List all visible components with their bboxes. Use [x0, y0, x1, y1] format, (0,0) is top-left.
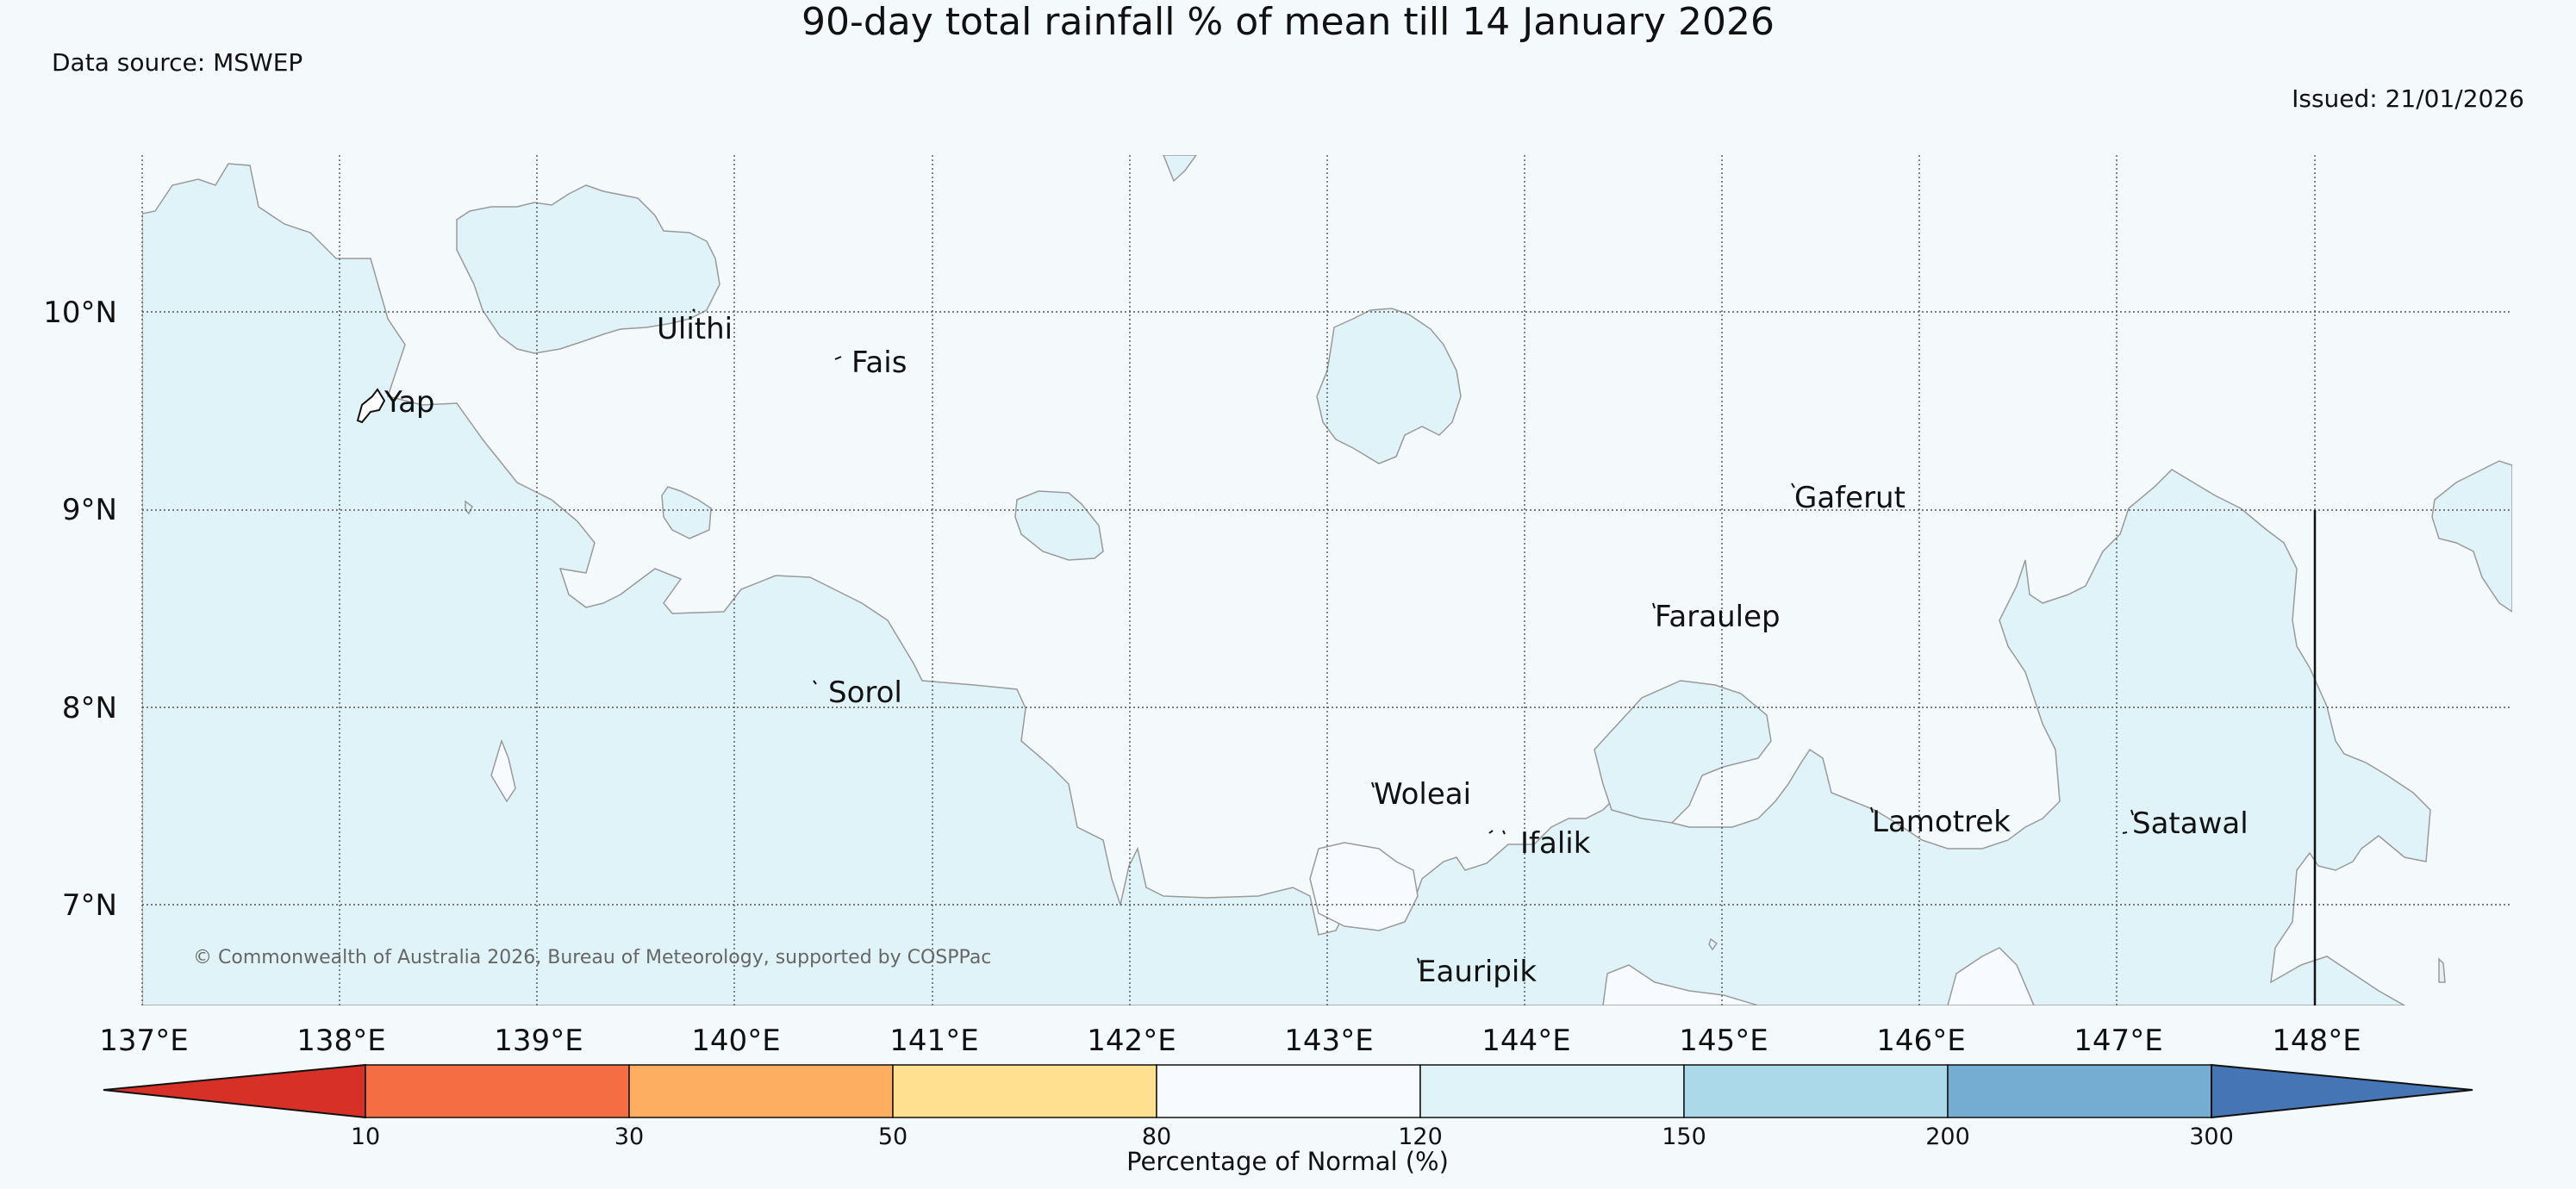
issued-date: Issued: 21/01/2026 [2292, 84, 2524, 113]
colorbar-segment-below-10 [103, 1063, 366, 1119]
island-ifalik: Ifalik [1488, 826, 1591, 861]
island-faraulep: Faraulep [1652, 600, 1781, 634]
colorbar-tick-80: 80 [1142, 1124, 1171, 1150]
colorbar-segment-80-120 [1156, 1064, 1421, 1118]
colorbar-tick-10: 10 [351, 1124, 380, 1150]
island-lamotrek: Lamotrek [1870, 805, 2011, 839]
island-label-gaferut: Gaferut [1794, 481, 1905, 515]
lon-label-140e: 140°E [691, 1024, 780, 1058]
lat-label-8n: 8°N [62, 691, 117, 725]
lon-label-143e: 143°E [1284, 1024, 1373, 1058]
colorbar-segment-120-150 [1419, 1064, 1685, 1118]
lon-label-144e: 144°E [1481, 1024, 1570, 1058]
above-normal-patch-5 [2431, 460, 2512, 613]
island-gaferut: Gaferut [1791, 481, 1905, 515]
data-source: Data source: MSWEP [52, 48, 303, 77]
colorbar-segment-150-200 [1683, 1064, 1949, 1118]
lon-label-141e: 141°E [889, 1024, 978, 1058]
colorbar: 10 30 50 80 120 150 200 300 Percentage o… [103, 1063, 2473, 1176]
above-normal-patch-4 [1163, 155, 1197, 183]
normal-hole-southeast [1602, 964, 1759, 1005]
lat-label-7n: 7°N [62, 888, 117, 923]
island-sorol: Sorol [813, 675, 902, 710]
island-label-woleai: Woleai [1374, 777, 1471, 812]
island-label-satawal: Satawal [2132, 806, 2249, 841]
colorbar-segment-50-80 [892, 1064, 1157, 1118]
colorbar-tick-50: 50 [878, 1124, 908, 1150]
island-satawal: Satawal [2122, 806, 2249, 841]
island-fais: Fais [834, 345, 907, 380]
colorbar-tick-120: 120 [1398, 1124, 1443, 1150]
colorbar-title: Percentage of Normal (%) [1126, 1147, 1449, 1176]
above-normal-patch-8 [1708, 937, 1718, 951]
colorbar-segment-30-50 [628, 1064, 894, 1118]
island-label-ifalik: Ifalik [1520, 826, 1591, 861]
colorbar-tick-30: 30 [614, 1124, 644, 1150]
colorbar-segment-10-30 [365, 1064, 630, 1118]
island-ulithi: Ulithi [657, 308, 733, 346]
colorbar-segment-200-300 [1947, 1064, 2212, 1118]
lon-label-142e: 142°E [1087, 1024, 1176, 1058]
lon-label-146e: 146°E [1876, 1024, 1965, 1058]
normal-hole-small-west [490, 738, 516, 803]
colorbar-tick-150: 150 [1662, 1124, 1706, 1150]
island-label-sorol: Sorol [828, 675, 902, 710]
island-label-lamotrek: Lamotrek [1872, 805, 2011, 839]
lat-label-10n: 10°N [43, 296, 117, 330]
island-eauripik: Eauripik [1417, 955, 1537, 989]
island-woleai: Woleai [1371, 777, 1471, 812]
island-yap: Yap [356, 385, 435, 424]
above-normal-patch-2 [1014, 490, 1104, 561]
colorbar-tick-200: 200 [1925, 1124, 1970, 1150]
lon-label-137e: 137°E [99, 1024, 188, 1058]
island-label-fais: Fais [851, 345, 907, 380]
rainfall-regions [142, 155, 2512, 1005]
above-normal-patch-6 [1594, 680, 1772, 824]
above-normal-patch-1 [661, 486, 712, 539]
normal-hole-south-small [1947, 947, 2035, 1005]
lon-label-147e: 147°E [2074, 1024, 2162, 1058]
lat-label-9n: 9°N [62, 493, 117, 527]
island-label-yap: Yap [384, 385, 435, 420]
lon-label-148e: 148°E [2272, 1024, 2361, 1058]
normal-hole-eauripik [1309, 842, 1419, 931]
above-normal-region-ulithi [456, 184, 720, 354]
colorbar-segment-above-300 [2211, 1063, 2473, 1119]
graticule [141, 155, 2512, 1005]
copyright-notice: © Commonwealth of Australia 2026, Bureau… [193, 947, 991, 968]
island-label-faraulep: Faraulep [1655, 600, 1781, 634]
map-title: 90-day total rainfall % of mean till 14 … [801, 0, 1775, 44]
colorbar-tick-300: 300 [2189, 1124, 2234, 1150]
lon-label-138e: 138°E [296, 1024, 385, 1058]
island-label-eauripik: Eauripik [1418, 955, 1537, 989]
lon-label-145e: 145°E [1679, 1024, 1768, 1058]
island-label-ulithi: Ulithi [657, 312, 733, 346]
above-normal-patch-7 [2438, 957, 2446, 983]
lon-label-139e: 139°E [494, 1024, 583, 1058]
